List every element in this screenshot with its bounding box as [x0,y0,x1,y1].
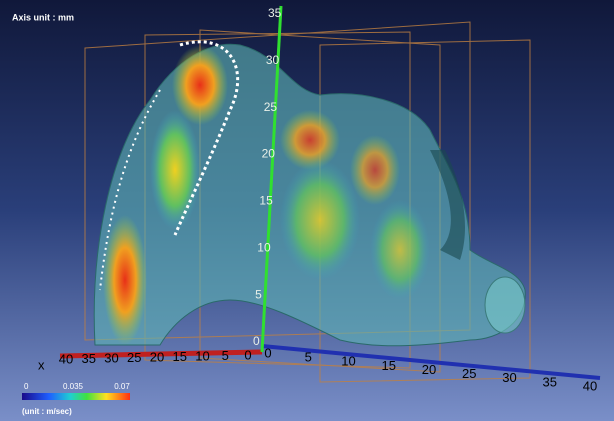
y-tick-label: 35 [543,374,557,389]
x-tick-label: 40 [59,351,73,366]
x-tick-label: 15 [173,349,187,364]
page: Axis unit : mm x (unit : m/sec) 40 35 30 25… [0,0,614,421]
y-tick-label: 30 [502,370,516,385]
y-tick-label: 10 [341,354,355,369]
colorbar-tick-label: 0 [24,382,29,391]
visualization: Axis unit : mm x (unit : m/sec) 40 35 30 25… [0,0,614,421]
z-tick-label: 35 [268,6,282,20]
y-tick-label: 5 [305,350,312,365]
z-tick-label: 5 [255,287,262,301]
x-tick-label: 35 [82,351,96,366]
z-tick-label: 25 [264,100,278,114]
y-tick-label: 0 [264,345,271,360]
vessel-outlet [485,277,525,333]
colorbar-tick-label: 0.035 [63,382,84,391]
y-tick-label: 40 [583,378,597,393]
y-tick-label: 25 [462,366,476,381]
colorbar-unit: (unit : m/sec) [22,407,72,416]
z-tick-label: 30 [266,53,280,67]
x-axis-name: x [38,357,45,372]
y-tick-label: 20 [422,362,436,377]
z-tick-label: 15 [259,194,273,208]
x-tick-label: 10 [195,348,209,363]
x-tick-label: 5 [222,348,229,363]
axis-unit: Axis unit : mm [12,12,74,22]
x-tick-label: 20 [150,349,164,364]
z-tick-label: 20 [262,147,276,161]
z-tick-label: 0 [253,334,260,348]
x-tick-label: 30 [104,350,118,365]
colorbar [22,393,130,400]
z-tick-label: 10 [257,240,271,254]
x-tick-label: 25 [127,350,141,365]
colorbar-tick-label: 0.07 [114,382,130,391]
x-tick-label: 0 [244,347,251,362]
y-tick-label: 15 [382,358,396,373]
